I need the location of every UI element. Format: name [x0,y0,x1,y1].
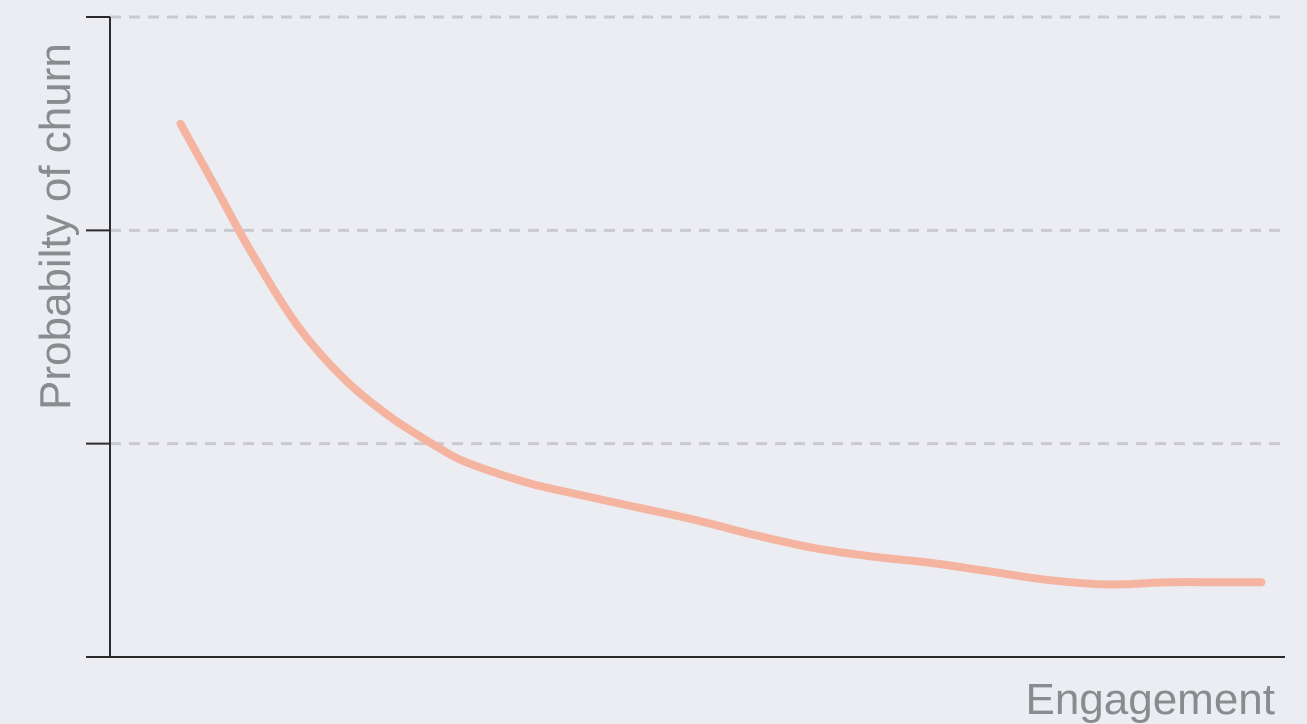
series-line [176,119,1266,589]
x-axis-title: Engagement [1025,675,1275,724]
y-axis-title: Probabilty of churn [31,43,80,410]
gridlines [110,15,1285,446]
